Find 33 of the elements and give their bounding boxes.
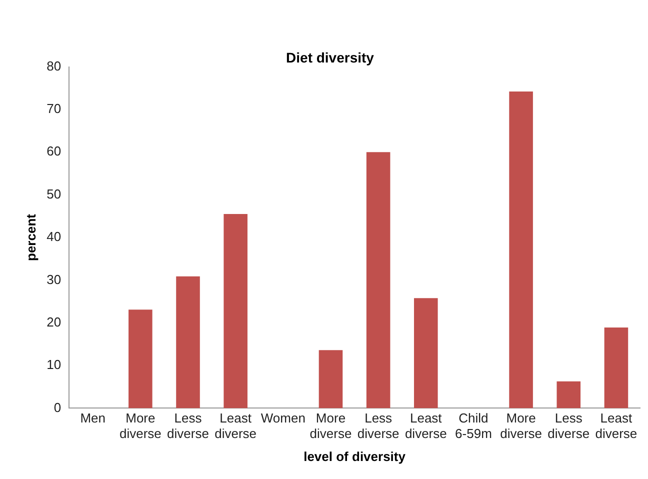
bar: [366, 152, 390, 408]
bar: [414, 298, 438, 408]
bar: [318, 350, 343, 408]
x-tick-label: Men: [80, 410, 106, 426]
x-axis-title: level of diversity: [304, 448, 406, 464]
y-tick-label: 20: [46, 314, 62, 330]
bar: [556, 381, 581, 408]
x-tick-label: Less diverse: [548, 410, 590, 442]
y-tick-label: 60: [46, 144, 62, 159]
y-tick-label: 80: [46, 58, 62, 74]
x-tick-label: Women: [260, 410, 306, 426]
x-tick-label: Least diverse: [214, 410, 257, 442]
x-tick-label: Least diverse: [404, 410, 447, 442]
bar: [604, 328, 628, 408]
x-tick-label: Less diverse: [167, 410, 209, 442]
y-tick-label: 40: [46, 229, 62, 244]
x-tick-label: More diverse: [310, 410, 352, 442]
bar: [224, 214, 248, 408]
bar: [176, 276, 200, 408]
bar: [509, 92, 533, 408]
y-tick-label: 10: [46, 357, 62, 372]
y-tick-label: 30: [46, 272, 62, 287]
x-tick-label: Less diverse: [357, 410, 400, 442]
chart-title: Diet diversity: [286, 49, 374, 66]
y-tick-label: 50: [46, 186, 62, 202]
y-axis-title: percent: [23, 213, 38, 261]
bar: [128, 310, 152, 408]
y-tick-label: 0: [54, 400, 62, 415]
x-tick-label: Least diverse: [595, 410, 638, 442]
x-tick-label: Child 6-59m: [455, 410, 492, 442]
x-tick-label: More diverse: [500, 410, 542, 442]
y-tick-label: 70: [46, 101, 62, 116]
x-tick-label: More diverse: [119, 410, 162, 442]
